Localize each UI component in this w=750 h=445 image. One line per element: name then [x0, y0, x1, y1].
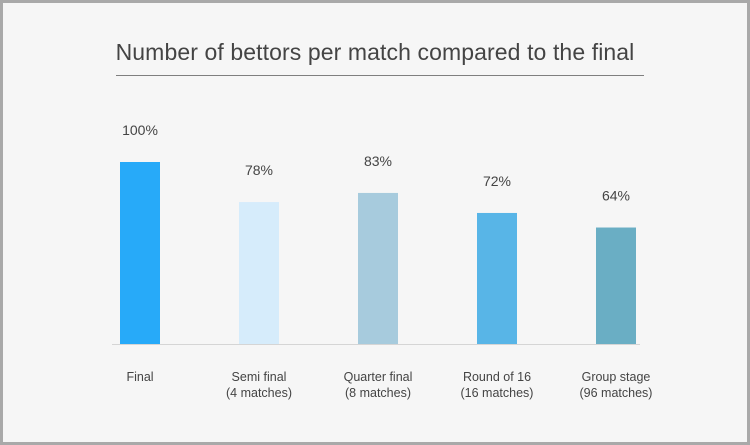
bar — [477, 212, 517, 344]
category-label: Quarter final — [344, 370, 413, 384]
bar — [239, 202, 279, 344]
category-label: Final — [126, 370, 153, 384]
bar-value-label: 83% — [364, 153, 392, 169]
bar — [120, 162, 160, 344]
bar — [358, 192, 398, 344]
title-divider — [116, 75, 644, 76]
bar-value-label: 100% — [122, 122, 158, 138]
category-label: Group stage — [582, 370, 651, 384]
bar — [596, 227, 636, 344]
bar-value-label: 72% — [483, 173, 511, 189]
category-label: (16 matches) — [461, 386, 534, 400]
bar-value-label: 78% — [245, 162, 273, 178]
category-label: (96 matches) — [580, 386, 653, 400]
category-label: Round of 16 — [463, 370, 531, 384]
category-label: Semi final — [232, 370, 287, 384]
category-label: (4 matches) — [226, 386, 292, 400]
category-label: (8 matches) — [345, 386, 411, 400]
bar-value-label: 64% — [602, 188, 630, 204]
chart-title: Number of bettors per match compared to … — [115, 39, 635, 65]
